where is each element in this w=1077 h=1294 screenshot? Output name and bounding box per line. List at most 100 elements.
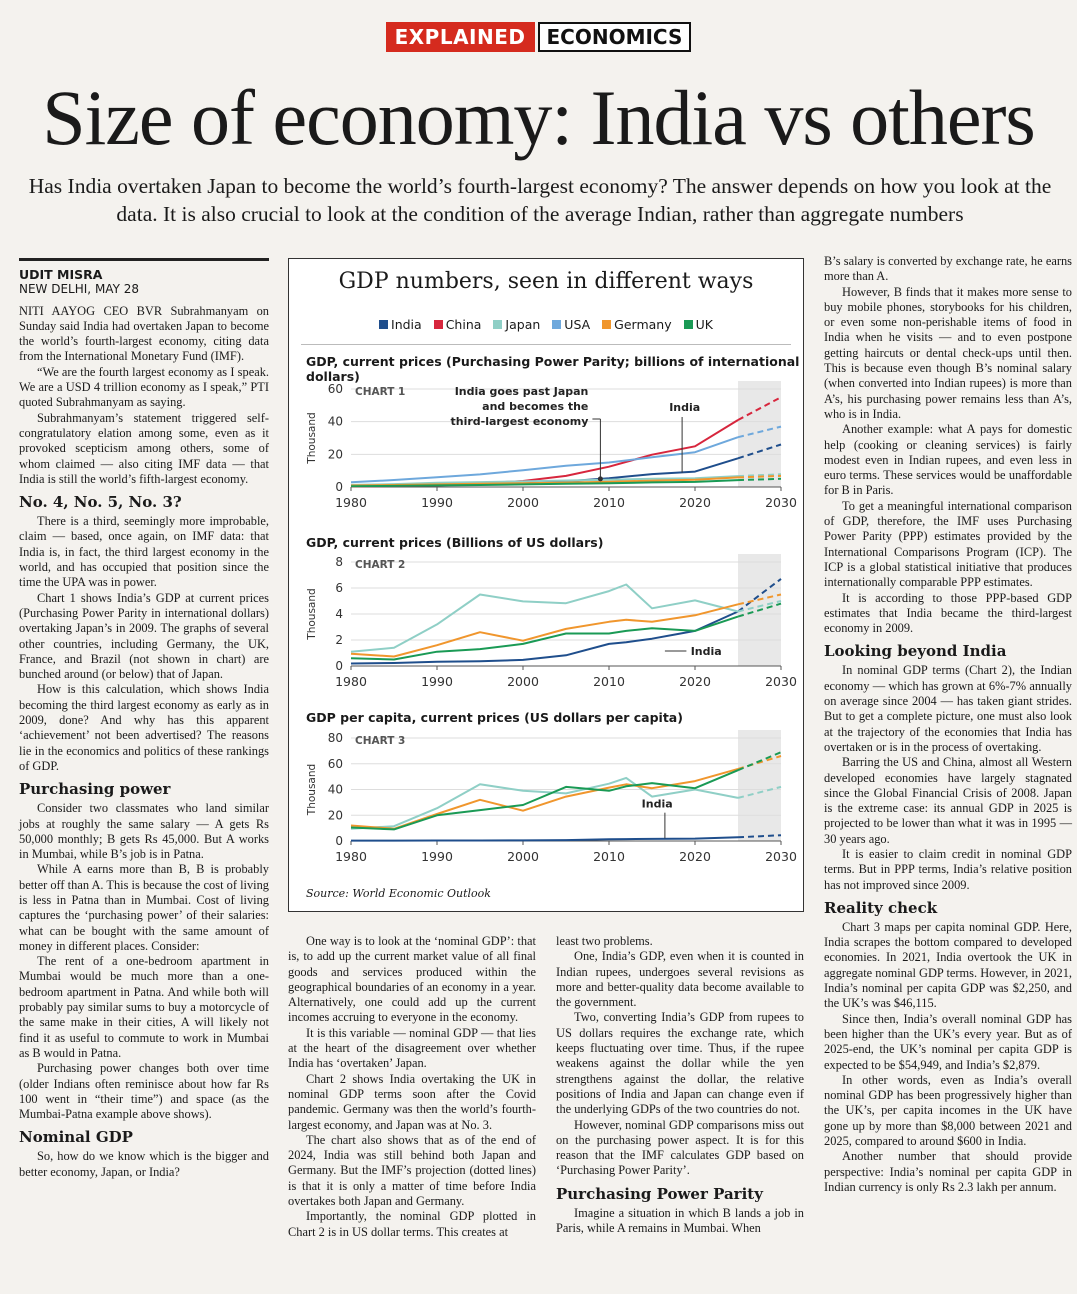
- chart-1: 0 20 40 60 1980 1990 2000 2010 2020 2030 Thousand C…: [306, 381, 797, 510]
- column-1: UDIT MISRA NEW DELHI, MAY 28 NITI AAYOG …: [19, 258, 269, 1180]
- x-tick-label: 2030: [765, 674, 797, 689]
- y-axis-label: Thousand: [306, 588, 318, 640]
- dek: Has India overtaken Japan to become the …: [28, 174, 1052, 226]
- chart-number-label: CHART 3: [355, 735, 405, 747]
- paragraph: In nominal GDP terms (Chart 2), the Indi…: [824, 663, 1072, 754]
- y-tick-label: 4: [335, 607, 343, 621]
- series-line-germany: [350, 767, 739, 830]
- chart-2-title: GDP, current prices (Billions of US doll…: [306, 535, 604, 550]
- paragraph: To get a meaningful international compar…: [824, 498, 1072, 590]
- x-tick-label: 2020: [679, 495, 711, 510]
- chart-3: 0 20 40 60 80 1980 1990 2000 2010 2020 2030 Thousan…: [306, 730, 797, 864]
- headline: Size of economy: India vs others: [42, 74, 1036, 161]
- paragraph: Chart 3 maps per capita nominal GDP. Her…: [824, 919, 1072, 1011]
- series-projection-germany: [737, 474, 782, 479]
- figure-title: GDP numbers, seen in different ways: [338, 269, 754, 294]
- annotation-marker: [597, 476, 603, 482]
- legend-swatch: [493, 320, 503, 329]
- paragraph: However, nominal GDP comparisons miss ou…: [556, 1117, 804, 1178]
- series-projection-india: [737, 443, 782, 460]
- series-line-uk: [350, 769, 739, 831]
- paragraph: Another number that should provide persp…: [824, 1149, 1072, 1194]
- subheading: No. 4, No. 5, No. 3?: [19, 493, 182, 512]
- paragraph: Barring the US and China, almost all Wes…: [824, 755, 1072, 846]
- series-line-uk: [350, 479, 739, 488]
- annotation-text: India goes past Japan: [455, 385, 589, 398]
- paragraph: Subrahmanyam’s statement triggered self-…: [19, 410, 269, 486]
- series-projection-china: [737, 396, 782, 421]
- economics-tag: ECONOMICS: [537, 22, 692, 52]
- paragraph: It is this variable — nominal GDP — that…: [288, 1025, 536, 1071]
- legend-swatch: [379, 320, 389, 329]
- legend-swatch: [683, 320, 693, 329]
- y-tick-label: 20: [328, 808, 343, 822]
- paragraph: One, India’s GDP, even when it is counte…: [556, 949, 804, 1010]
- india-label: India: [669, 401, 700, 414]
- y-tick-label: 20: [328, 447, 343, 461]
- legend-label: Germany: [614, 317, 672, 332]
- y-axis-label: Thousand: [306, 764, 318, 816]
- series-line-germany: [350, 603, 739, 658]
- series-projection-japan: [737, 785, 782, 799]
- legend-label: UK: [695, 317, 713, 332]
- series-projection-uk: [737, 477, 782, 482]
- legend-label: Japan: [505, 317, 541, 332]
- paragraph: Importantly, the nominal GDP plotted in …: [288, 1209, 536, 1239]
- x-tick-label: 1980: [335, 849, 367, 864]
- series-projection-japan: [737, 600, 782, 613]
- paragraph: The rent of a one-bedroom apartment in M…: [19, 954, 269, 1060]
- legend-label: India: [391, 317, 422, 332]
- annotation-text: and becomes the: [482, 400, 588, 413]
- legend-label: China: [445, 317, 482, 332]
- paragraph: Since then, India’s overall nominal GDP …: [824, 1011, 1072, 1072]
- x-tick-label: 1990: [421, 849, 453, 864]
- paragraph: B’s salary is converted by exchange rate…: [824, 254, 1072, 284]
- series-projection-japan: [737, 473, 782, 478]
- paragraph: least two problems.: [556, 934, 653, 948]
- x-tick-label: 1990: [421, 495, 453, 510]
- x-tick-label: 1980: [335, 495, 367, 510]
- series-projection-uk: [737, 751, 782, 772]
- x-tick-label: 2010: [593, 495, 625, 510]
- dateline: NEW DELHI, MAY 28: [19, 282, 139, 297]
- legend-swatch: [433, 320, 443, 329]
- paragraph: However, B finds that it makes more sens…: [824, 284, 1072, 421]
- series-projection-india: [737, 834, 782, 839]
- series-line-india: [350, 610, 739, 665]
- paragraph: Two, converting India’s GDP from rupees …: [556, 1010, 804, 1117]
- india-label: India: [642, 798, 673, 811]
- section-flag: EXPLAINED ECONOMICS: [0, 22, 1077, 52]
- chart-figure: GDP numbers, seen in different ways Indi…: [288, 258, 804, 912]
- chart-2: 0 2 4 6 8 1980 1990 2000 2010 2020 2030 Thousand CHA…: [306, 554, 797, 689]
- paragraph: Imagine a situation in which B lands a j…: [556, 1205, 804, 1236]
- x-tick-label: 2030: [765, 849, 797, 864]
- annotation-text: third-largest economy: [451, 415, 589, 428]
- series-line-india: [351, 836, 739, 842]
- y-tick-label: 0: [335, 480, 343, 494]
- series-projection-usa: [737, 425, 782, 439]
- legend-label: USA: [564, 317, 591, 332]
- chart-legend: India China Japan USA Germany UK: [289, 317, 803, 332]
- column-3: least two problems. One, India’s GDP, ev…: [556, 934, 804, 1236]
- paragraph: Chart 1 shows India’s GDP at current pri…: [19, 590, 269, 682]
- paragraph: While A earns more than B, B is probably…: [19, 862, 269, 953]
- paragraph: In other words, even as India’s overall …: [824, 1072, 1072, 1149]
- paragraph: How is this calculation, which shows Ind…: [19, 682, 269, 773]
- paragraph: Consider two classmates who land similar…: [19, 801, 269, 862]
- y-tick-label: 0: [335, 659, 343, 673]
- explained-tag: EXPLAINED: [385, 22, 535, 52]
- chart-number-label: CHART 2: [355, 559, 405, 571]
- x-tick-label: 2000: [507, 674, 539, 689]
- y-axis-label: Thousand: [306, 412, 318, 464]
- legend-item-usa: USA: [552, 317, 590, 332]
- paragraph: It is according to those PPP-based GDP e…: [824, 590, 1072, 636]
- paragraph: One way is to look at the ‘nominal GDP’:…: [288, 934, 536, 1025]
- chart-source: Source: World Economic Outlook: [306, 887, 491, 900]
- series-projection-india: [737, 578, 782, 613]
- legend-item-india: India: [379, 317, 422, 332]
- series-line-japan: [350, 776, 739, 830]
- paragraph: There is a third, seemingly more improba…: [19, 514, 269, 590]
- subheading: Reality check: [824, 898, 938, 917]
- subheading: Nominal GDP: [19, 1128, 133, 1147]
- legend-item-japan: Japan: [493, 317, 540, 332]
